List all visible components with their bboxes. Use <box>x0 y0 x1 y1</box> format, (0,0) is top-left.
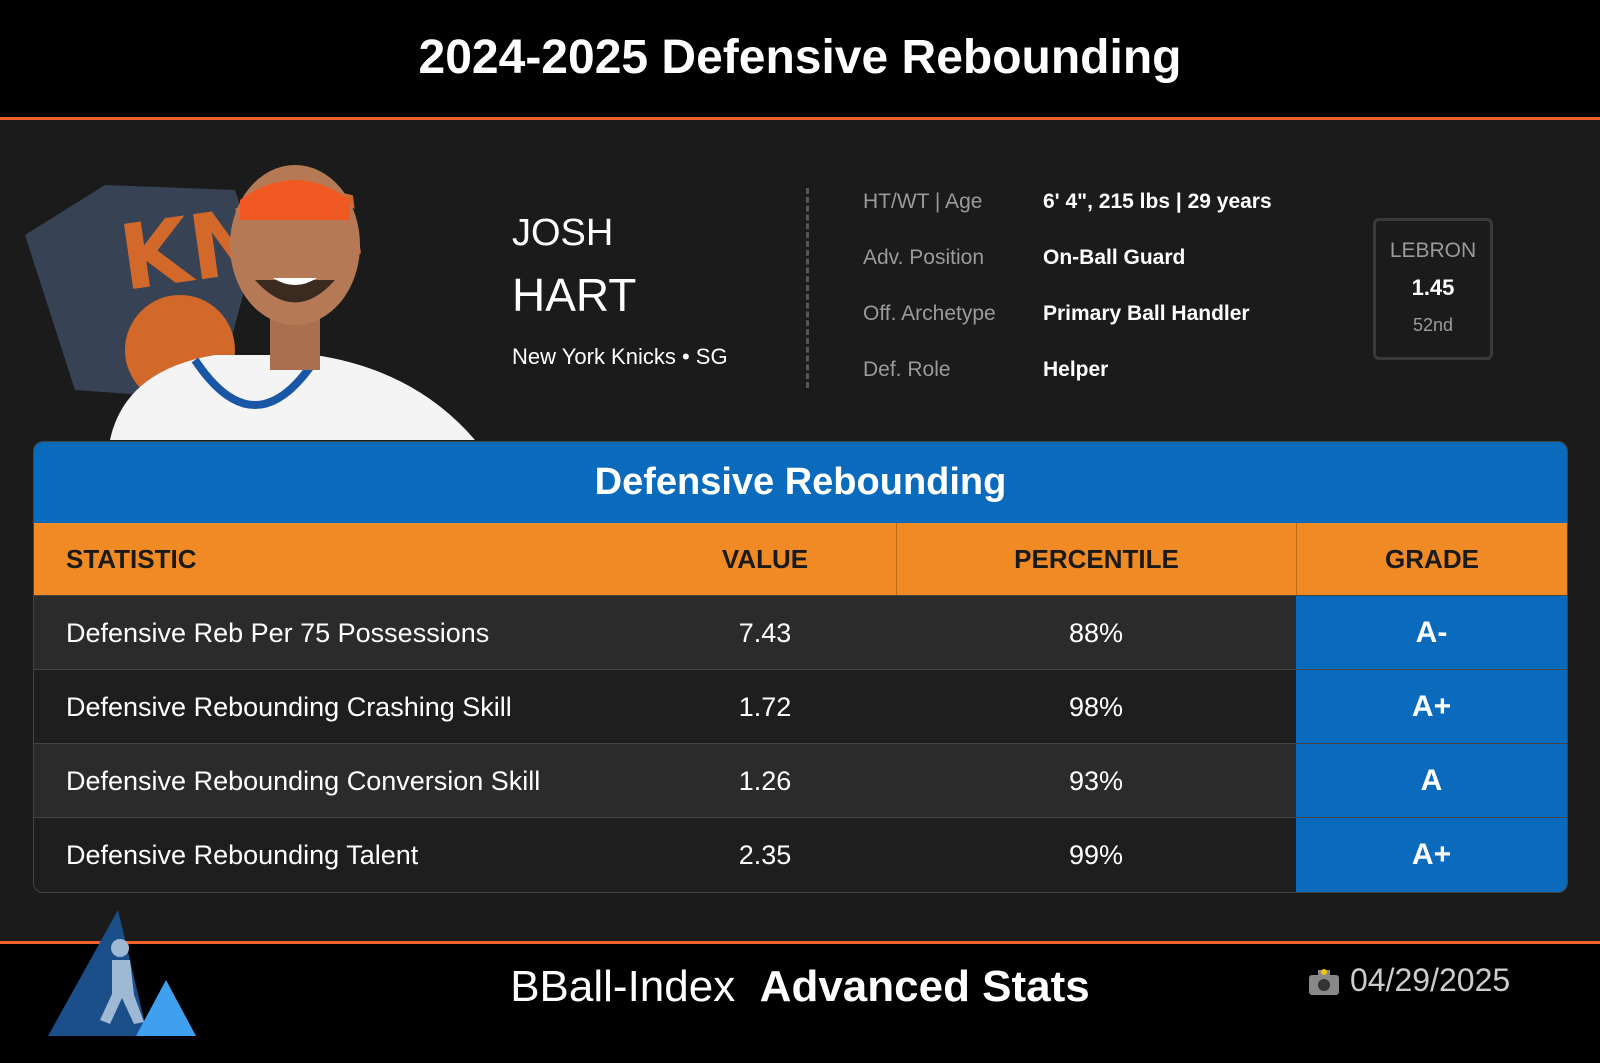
info-label: Def. Role <box>863 358 951 381</box>
table-header: STATISTIC VALUE PERCENTILE GRADE <box>34 523 1567 595</box>
brand-bold: Advanced Stats <box>759 962 1090 1011</box>
player-photo: KNIC <box>25 165 475 440</box>
lebron-label: LEBRON <box>1389 239 1477 262</box>
logo <box>48 910 196 1036</box>
grade-cell: A+ <box>1296 670 1567 744</box>
table-cell: 88% <box>1068 617 1124 648</box>
brand-name: BBall-Index <box>510 962 736 1011</box>
table-cell: 7.43 <box>738 617 792 648</box>
camera-icon <box>1309 969 1339 995</box>
header <box>0 0 1600 120</box>
lebron-box: LEBRON 1.45 52nd <box>1373 218 1493 360</box>
table-cell: Defensive Rebounding Conversion Skill <box>66 765 541 796</box>
info-label: Off. Archetype <box>863 302 996 325</box>
table-cell: 1.72 <box>738 691 792 722</box>
lebron-value: 1.45 <box>1411 275 1455 300</box>
info-value: Helper <box>1043 358 1109 381</box>
info-label: HT/WT | Age <box>863 190 983 213</box>
date: 04/29/2025 <box>1350 962 1511 998</box>
column-header: PERCENTILE <box>896 523 1296 595</box>
table-row: Defensive Rebounding Talent 2.35 99% A+ <box>34 817 1567 892</box>
stats-table: Defensive Rebounding STATISTIC VALUE PERCE… <box>33 441 1568 893</box>
lebron-rank: 52nd <box>1412 315 1454 335</box>
table-cell: 93% <box>1068 765 1124 796</box>
table-cell: 2.35 <box>738 839 792 870</box>
grade-cell: A- <box>1296 596 1567 670</box>
divider <box>806 188 809 388</box>
info-label: Adv. Position <box>863 246 985 269</box>
table-cell: Defensive Reb Per 75 Possessions <box>66 617 490 648</box>
table-row: Defensive Rebounding Crashing Skill 1.72 9… <box>34 669 1567 744</box>
footer: BBall-Index Advanced Stats 04/29/2025 <box>0 910 1600 1063</box>
table-cell: Defensive Rebounding Talent <box>66 839 419 870</box>
table-title: Defensive Rebounding <box>34 442 1567 523</box>
table-cell: 98% <box>1068 691 1124 722</box>
info-value: Primary Ball Handler <box>1043 302 1250 325</box>
page-title: 2024-2025 Defensive Rebounding <box>418 31 1182 84</box>
table-cell: Defensive Rebounding Crashing Skill <box>66 691 512 722</box>
table-row: Defensive Reb Per 75 Possessions 7.43 88% A… <box>34 595 1567 670</box>
column-header: STATISTIC <box>66 543 197 574</box>
info-value: 6' 4", 215 lbs | 29 years <box>1043 190 1272 213</box>
table-cell: 1.26 <box>738 765 792 796</box>
grade-cell: A+ <box>1296 818 1567 892</box>
table-row: Defensive Rebounding Conversion Skill 1.2… <box>34 743 1567 818</box>
last-name: HART <box>512 269 637 321</box>
team-position: New York Knicks • SG <box>512 344 728 369</box>
table-cell: 99% <box>1068 839 1124 870</box>
column-header: VALUE <box>721 543 809 574</box>
first-name: JOSH <box>512 212 614 254</box>
info-value: On-Ball Guard <box>1043 246 1186 269</box>
grade-cell: A <box>1296 744 1567 818</box>
column-header: GRADE <box>1296 523 1567 595</box>
brand: BBall-Index Advanced Stats <box>0 962 1600 1012</box>
